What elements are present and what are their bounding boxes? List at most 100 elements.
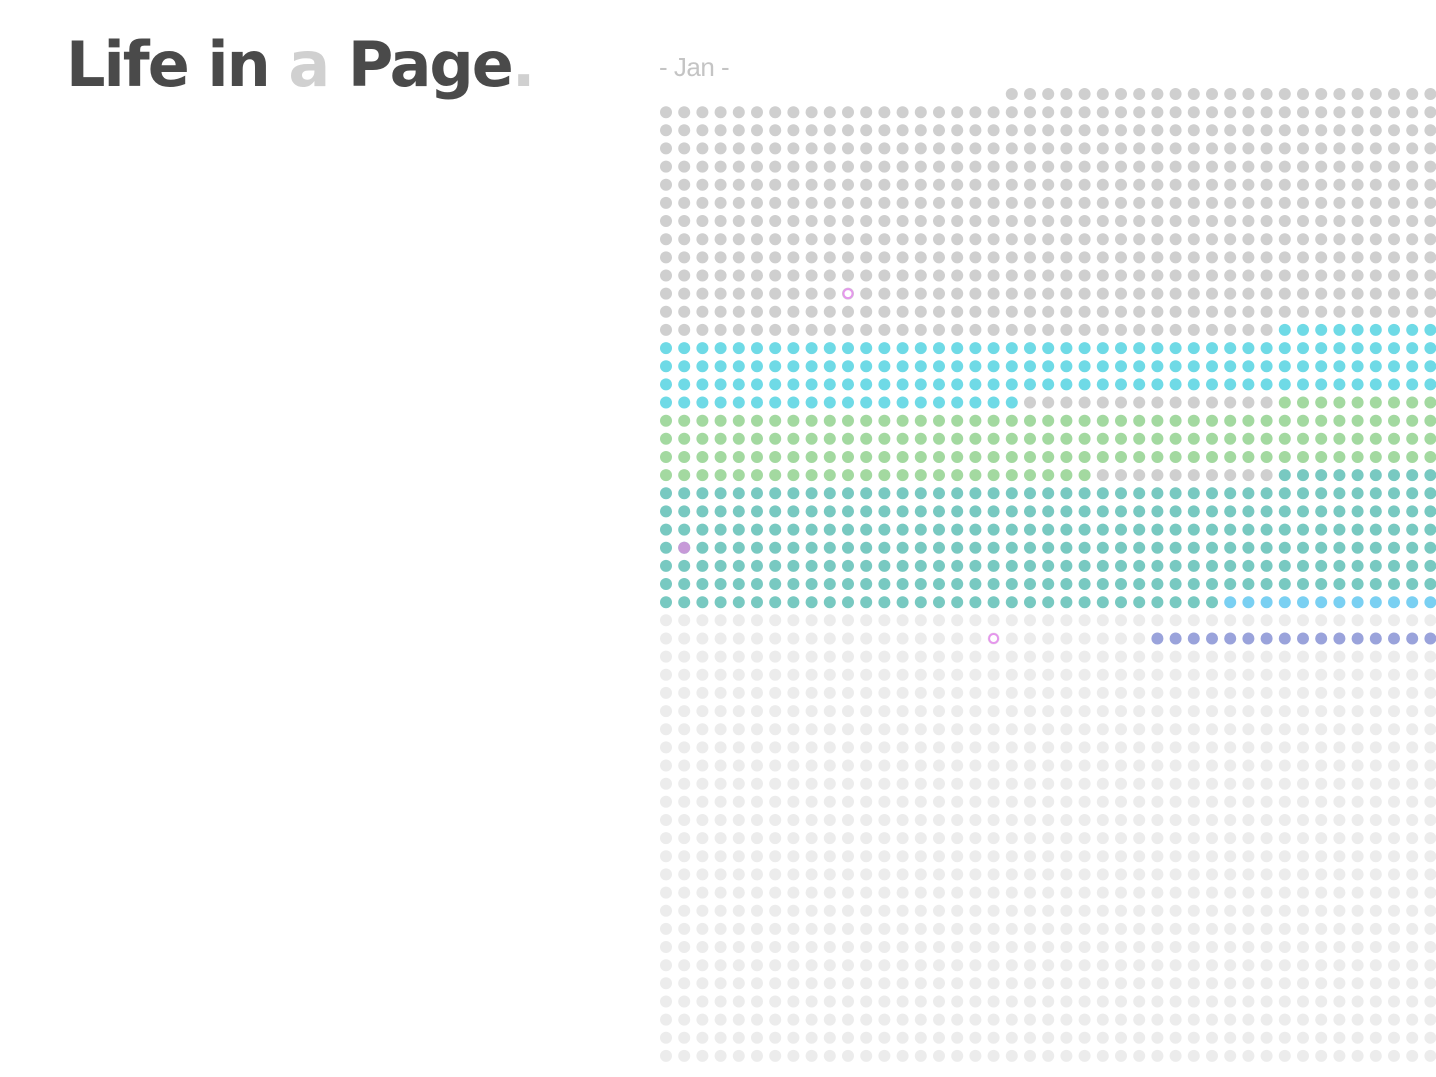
week-dot (1096, 1031, 1109, 1044)
week-dot (933, 777, 945, 790)
week-dot (1005, 251, 1018, 264)
week-dot (1187, 505, 1200, 518)
week-dot (660, 396, 672, 409)
week-dot (951, 215, 964, 227)
week-dot (1388, 578, 1400, 590)
week-dot (1369, 559, 1382, 572)
week-dot (1096, 705, 1109, 718)
week-dot (933, 360, 945, 373)
week-dot (696, 196, 709, 209)
week-dot (1024, 378, 1036, 391)
week-dot (714, 432, 727, 445)
week-dot (914, 959, 927, 972)
week-dot (1151, 541, 1164, 554)
week-dot (1206, 777, 1218, 790)
week-dot (660, 814, 672, 826)
week-dot (969, 596, 982, 609)
week-dot (660, 323, 672, 336)
week-dot (1042, 741, 1055, 754)
week-dot (787, 541, 800, 554)
week-dot (751, 215, 763, 227)
week-dot (896, 196, 909, 209)
week-dot (860, 777, 873, 790)
week-dot (1133, 596, 1146, 609)
week-dot (1115, 360, 1127, 373)
week-dot (751, 469, 763, 482)
week-dot (860, 922, 873, 935)
week-dot (1297, 178, 1309, 191)
week-dot (969, 705, 982, 718)
week-dot (1005, 705, 1018, 718)
week-dot (1369, 977, 1382, 990)
week-dot (787, 741, 800, 754)
week-dot (1278, 1031, 1291, 1044)
week-dot (1315, 106, 1328, 119)
week-dot (1096, 451, 1109, 463)
week-dot (805, 142, 818, 155)
week-dot (660, 523, 672, 536)
week-dot (805, 832, 818, 845)
week-dot (1406, 541, 1419, 554)
week-dot (860, 142, 873, 155)
week-dot (1133, 432, 1146, 445)
week-dot (787, 305, 800, 318)
week-dot (787, 559, 800, 572)
week-dot (1297, 814, 1309, 826)
week-dot (769, 868, 782, 881)
week-dot (914, 178, 927, 191)
week-dot (660, 723, 672, 736)
week-dot (860, 723, 873, 736)
week-dot (914, 596, 927, 609)
week-dot (1333, 995, 1346, 1008)
week-dot (1260, 995, 1273, 1008)
week-dot (1242, 832, 1255, 845)
week-dot (987, 124, 1000, 137)
week-dot (1042, 451, 1055, 463)
week-dot (1078, 741, 1091, 754)
week-dot (1151, 741, 1164, 754)
week-dot (1151, 106, 1164, 119)
week-dot (1406, 451, 1419, 463)
week-dot (1169, 832, 1182, 845)
week-dot (787, 487, 800, 500)
week-dot (951, 106, 964, 119)
week-dot (1115, 196, 1127, 209)
week-dot (1424, 541, 1436, 554)
week-dot (1096, 850, 1109, 863)
week-dot (678, 414, 691, 427)
week-dot (1315, 741, 1328, 754)
week-dot (951, 922, 964, 935)
week-dot (1260, 523, 1273, 536)
week-dot (805, 305, 818, 318)
week-dot (1333, 850, 1346, 863)
week-dot (1060, 196, 1073, 209)
week-dot (696, 342, 709, 355)
week-dot (1005, 904, 1018, 917)
event-marker-dot (988, 633, 1000, 644)
week-dot (1260, 614, 1273, 627)
week-dot (1278, 124, 1291, 137)
week-dot (1297, 741, 1309, 754)
week-dot (969, 196, 982, 209)
week-dot (823, 559, 836, 572)
week-dot (787, 705, 800, 718)
week-dot (1078, 360, 1091, 373)
week-dot (1388, 795, 1400, 808)
week-dot (1042, 886, 1055, 899)
week-dot (1115, 650, 1127, 663)
week-dot (914, 469, 927, 482)
week-dot (1133, 88, 1146, 100)
week-dot (1351, 759, 1364, 772)
week-dot (933, 922, 945, 935)
week-dot (696, 451, 709, 463)
week-dot (1042, 487, 1055, 500)
week-dot (1260, 396, 1273, 409)
week-dot (696, 523, 709, 536)
week-dot (860, 741, 873, 754)
week-dot (1369, 323, 1382, 336)
week-dot (842, 432, 854, 445)
week-dot (1260, 196, 1273, 209)
week-dot (1351, 868, 1364, 881)
week-dot (1206, 614, 1218, 627)
week-dot (823, 941, 836, 953)
